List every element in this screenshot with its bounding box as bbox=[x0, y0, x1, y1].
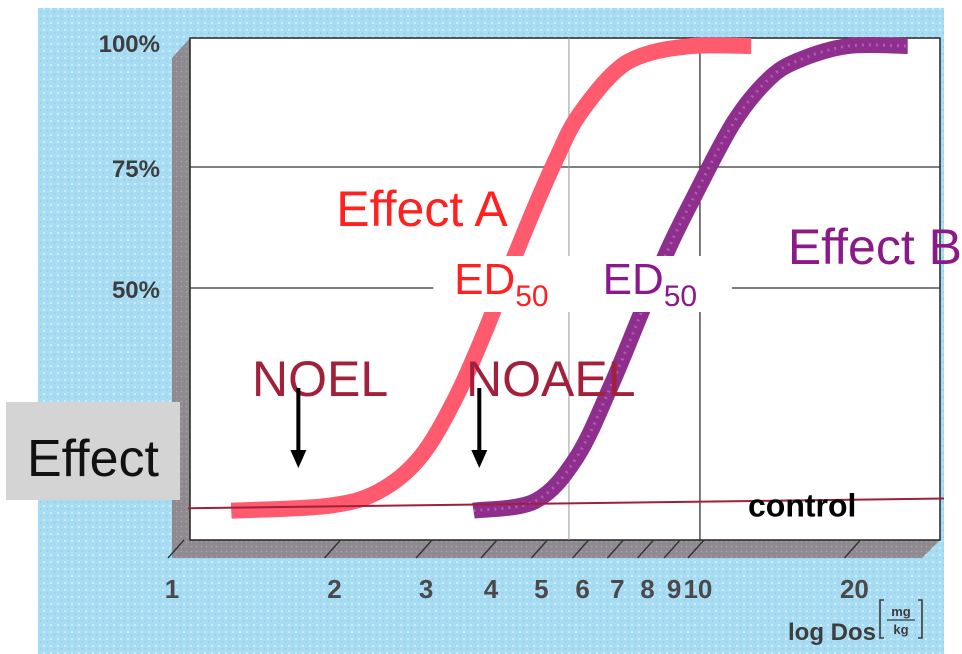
x-tick-labels: 1 2 3 4 5 6 7 8 9 10 20 bbox=[165, 574, 869, 604]
floor-tick bbox=[415, 539, 433, 559]
control-line bbox=[187, 497, 945, 510]
svg-text:mg: mg bbox=[891, 604, 911, 619]
floor-ticks bbox=[167, 539, 861, 559]
x-tick-label: 6 bbox=[575, 574, 589, 604]
x-axis-label: log Dos bbox=[788, 619, 876, 646]
control-label: control bbox=[748, 488, 856, 524]
series-line-a bbox=[230, 37, 752, 519]
ed50-a-label: ED50 bbox=[454, 255, 548, 313]
y-tick-labels: 100% 75% 50% bbox=[99, 31, 160, 304]
arrow-head bbox=[290, 450, 307, 468]
y-tick-label: 50% bbox=[112, 277, 160, 304]
floor-tick bbox=[606, 539, 624, 559]
x-tick-label: 2 bbox=[327, 574, 341, 604]
effect-axis-box bbox=[6, 402, 180, 500]
ed50-a-knockout bbox=[433, 256, 574, 312]
x-tick-label: 3 bbox=[419, 574, 433, 604]
series-line-b bbox=[472, 36, 908, 519]
arrow-head bbox=[471, 450, 488, 468]
x-axis-unit: mg kg bbox=[879, 599, 923, 639]
floor-tick bbox=[572, 539, 590, 559]
y-tick-label: 100% bbox=[99, 31, 160, 58]
svg-text:kg: kg bbox=[893, 622, 908, 637]
floor-tick bbox=[323, 539, 342, 559]
y-axis-label: Effect bbox=[27, 430, 160, 488]
floor-tick bbox=[480, 539, 498, 559]
threshold-arrows bbox=[290, 388, 488, 468]
ed50-b-label: ED50 bbox=[603, 255, 698, 313]
x-tick-label: 7 bbox=[610, 574, 624, 604]
x-tick-label: 9 bbox=[667, 574, 681, 604]
x-tick-label: 10 bbox=[683, 574, 712, 604]
floor-tick bbox=[843, 539, 861, 559]
x-tick-label: 20 bbox=[840, 574, 869, 604]
x-tick-label: 1 bbox=[165, 574, 179, 604]
noael-label: NOAEL bbox=[466, 351, 636, 407]
x-tick-label: 8 bbox=[640, 574, 654, 604]
effect-b-label: Effect B bbox=[788, 219, 962, 275]
floor-tick bbox=[637, 539, 655, 559]
y-tick-label: 75% bbox=[112, 156, 160, 183]
series-curves bbox=[230, 36, 908, 519]
floor-tick bbox=[687, 539, 705, 559]
floor-tick bbox=[167, 539, 185, 559]
floor-tick bbox=[530, 539, 548, 559]
noel-label: NOEL bbox=[252, 351, 388, 407]
x-tick-label: 4 bbox=[484, 574, 499, 604]
x-tick-label: 5 bbox=[534, 574, 548, 604]
effect-a-label: Effect A bbox=[336, 181, 508, 237]
ed50-b-knockout bbox=[571, 256, 732, 312]
floor-tick bbox=[663, 539, 681, 559]
chart-floor bbox=[172, 540, 940, 558]
